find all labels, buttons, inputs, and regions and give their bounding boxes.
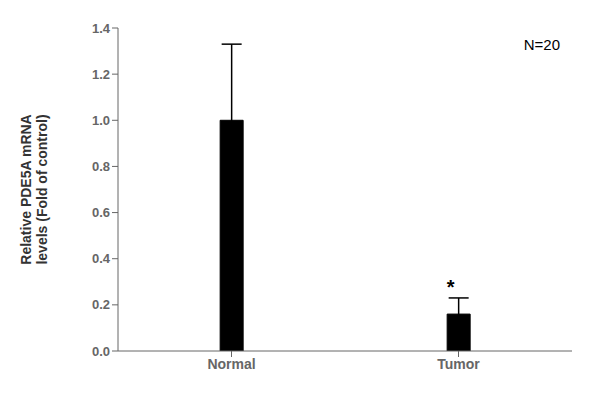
svg-text:Normal: Normal [207,356,255,372]
svg-text:0.6: 0.6 [92,205,110,220]
svg-text:0.8: 0.8 [92,159,110,174]
svg-text:0.0: 0.0 [92,344,110,359]
html-text:N=20: N=20 [523,36,560,53]
svg-text:0.4: 0.4 [92,251,111,266]
svg-text:1.4: 1.4 [92,21,111,36]
svg-text:*: * [447,276,455,298]
svg-text:0.2: 0.2 [92,297,110,312]
svg-text:1.0: 1.0 [92,113,110,128]
svg-text:1.2: 1.2 [92,67,110,82]
svg-text:Relative PDE5A mRNAlevels (Fol: Relative PDE5A mRNAlevels (Fold of contr… [18,114,50,264]
svg-text:Tumor: Tumor [437,356,480,372]
